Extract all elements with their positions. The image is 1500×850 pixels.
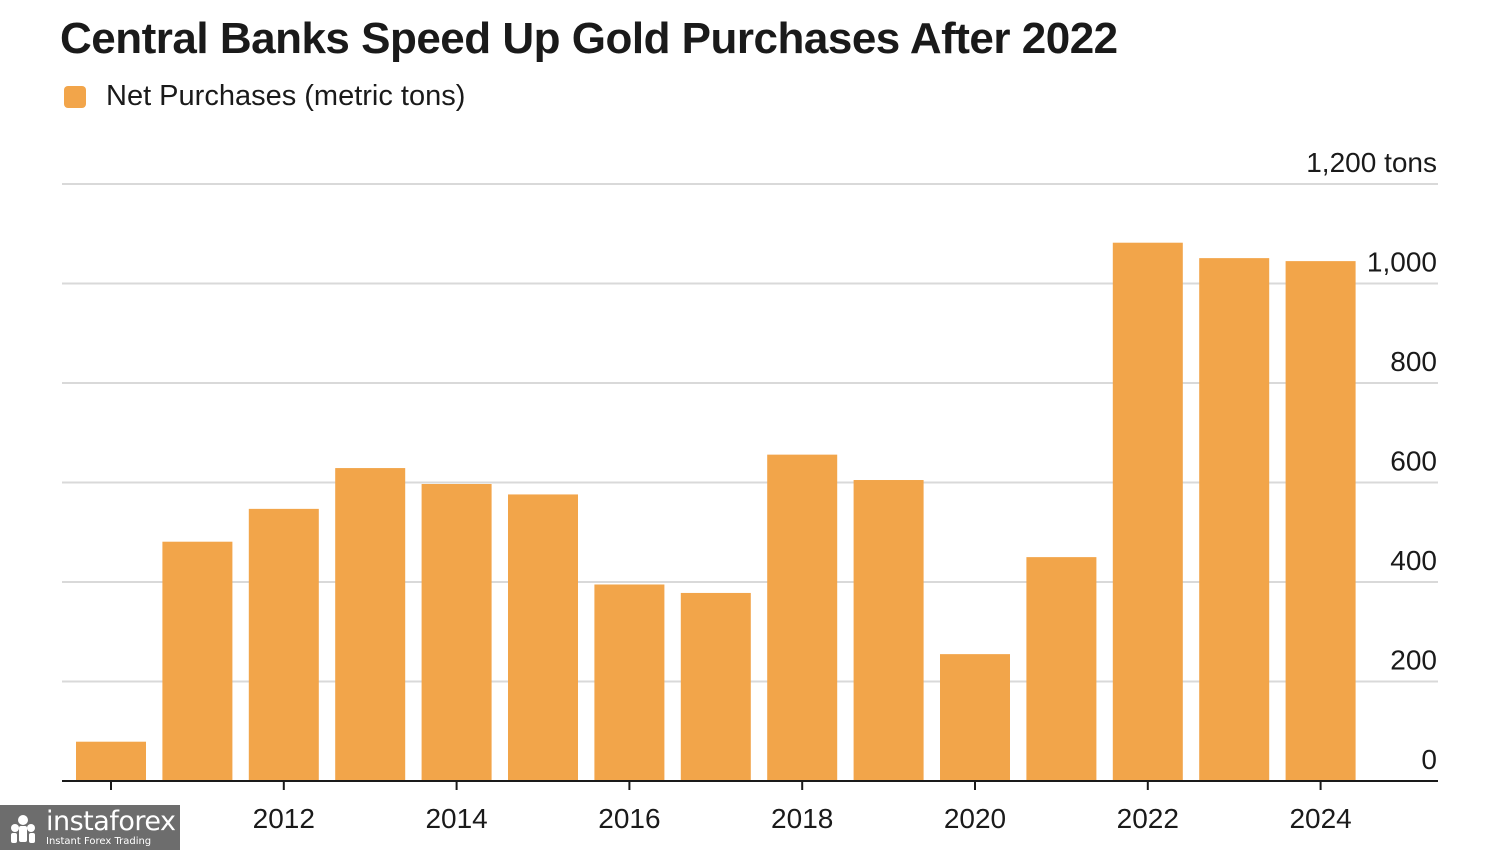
watermark-tagline: Instant Forex Trading [46,836,152,847]
bar-2012 [248,508,319,781]
chart-title: Central Banks Speed Up Gold Purchases Af… [60,14,1118,63]
legend-label: Net Purchases (metric tons) [106,80,466,112]
bar-2020 [940,654,1010,781]
x-tick-label-2018: 2018 [771,803,833,834]
y-tick-label-200: 200 [1390,645,1437,676]
bar-2024 [1285,261,1356,781]
x-tick-label-2024: 2024 [1289,803,1351,834]
bar-2018 [767,454,838,781]
y-tick-label-400: 400 [1390,545,1437,576]
bar-2021 [1026,557,1097,781]
instaforex-logo-icon [11,814,35,843]
y-tick-label-1200: 1,200 tons [1306,147,1437,178]
bar-2016 [594,584,665,781]
bar-2014 [421,483,492,781]
watermark-brand: instaforex [46,806,176,837]
bar-2013 [335,468,406,781]
bar-2010 [76,741,146,781]
bar-2022 [1112,242,1183,781]
x-tick-label-2022: 2022 [1117,803,1179,834]
y-tick-label-600: 600 [1390,446,1437,477]
y-tick-label-0: 0 [1421,744,1437,775]
bar-2015 [508,494,578,781]
x-tick-label-2016: 2016 [598,803,660,834]
bar-2023 [1199,258,1270,781]
y-tick-label-1000: 1,000 [1367,247,1437,278]
x-tick-label-2012: 2012 [253,803,315,834]
legend-swatch [64,85,86,108]
y-axis-labels: 0 200 400 600 800 1,000 1,200 tons [1306,147,1437,775]
bar-2019 [853,480,924,781]
x-tick-label-2020: 2020 [944,803,1006,834]
y-tick-label-800: 800 [1390,346,1437,377]
bar-2017 [680,592,751,781]
legend: Net Purchases (metric tons) [64,80,465,113]
bars [76,242,1356,781]
x-tick-label-2014: 2014 [425,803,487,834]
watermark-logo: instaforex Instant Forex Trading [0,805,180,850]
bar-2011 [162,541,233,781]
x-axis [62,780,1438,790]
x-axis-labels: 20102012201420162018202020222024 [80,803,1352,834]
